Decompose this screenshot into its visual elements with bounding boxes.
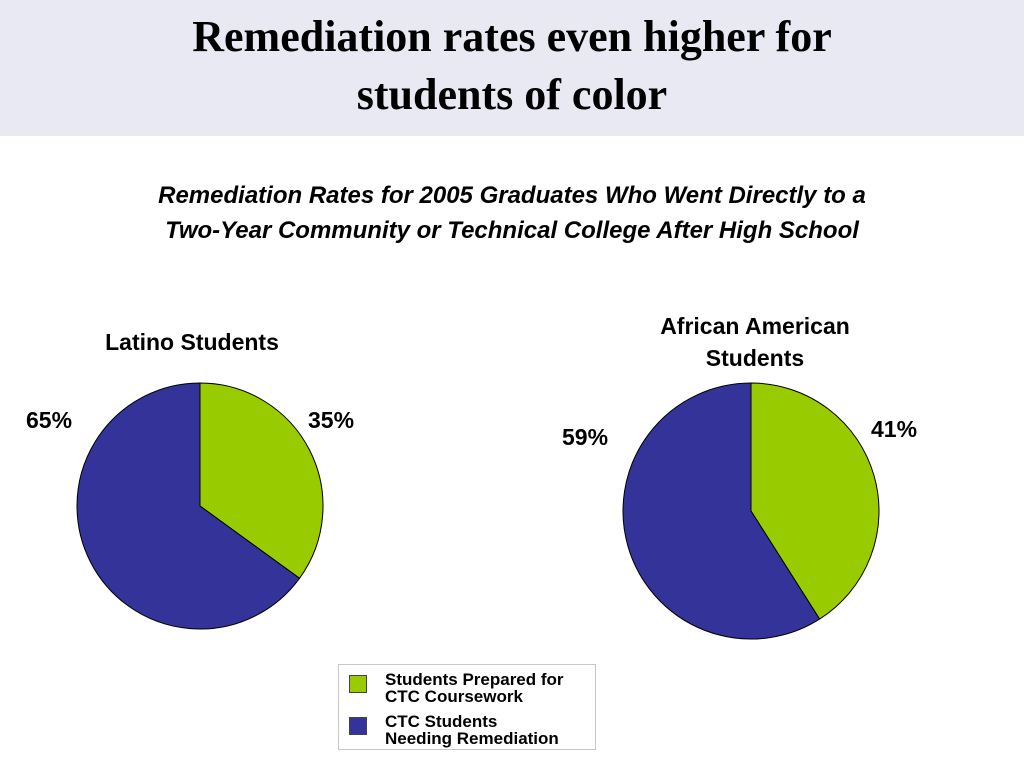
pie-slice-prepared-latino <box>199 382 324 579</box>
legend-label-prepared: Students Prepared for CTC Coursework <box>385 670 564 706</box>
data-label-african-american-remediation: 59% <box>562 424 609 450</box>
chart-title-african-american: African American Students <box>660 313 850 371</box>
legend-label-remediation: CTC Students Needing Remediation <box>385 712 559 748</box>
pie-chart-latino <box>76 382 324 630</box>
data-label-latino-prepared: 35% <box>308 407 355 433</box>
pie-slice-prepared-african-american <box>750 382 880 620</box>
data-label-latino-remediation: 65% <box>26 407 73 433</box>
data-label-african-american-prepared: 41% <box>871 416 918 442</box>
chart-subtitle: Remediation Rates for 2005 Graduates Who… <box>158 182 866 244</box>
pie-slice-remediation-latino <box>76 382 301 630</box>
chart-title-latino: Latino Students <box>105 329 279 355</box>
pie-slice-remediation-african-american <box>622 382 821 640</box>
title-band <box>0 0 1024 136</box>
slide-title: Remediation rates even higher for studen… <box>192 12 832 119</box>
legend-swatch-remediation <box>349 717 367 735</box>
pie-chart-african-american <box>622 382 880 640</box>
legend-swatch-prepared <box>349 675 367 693</box>
legend: Students Prepared for CTC Coursework CTC… <box>338 664 596 750</box>
